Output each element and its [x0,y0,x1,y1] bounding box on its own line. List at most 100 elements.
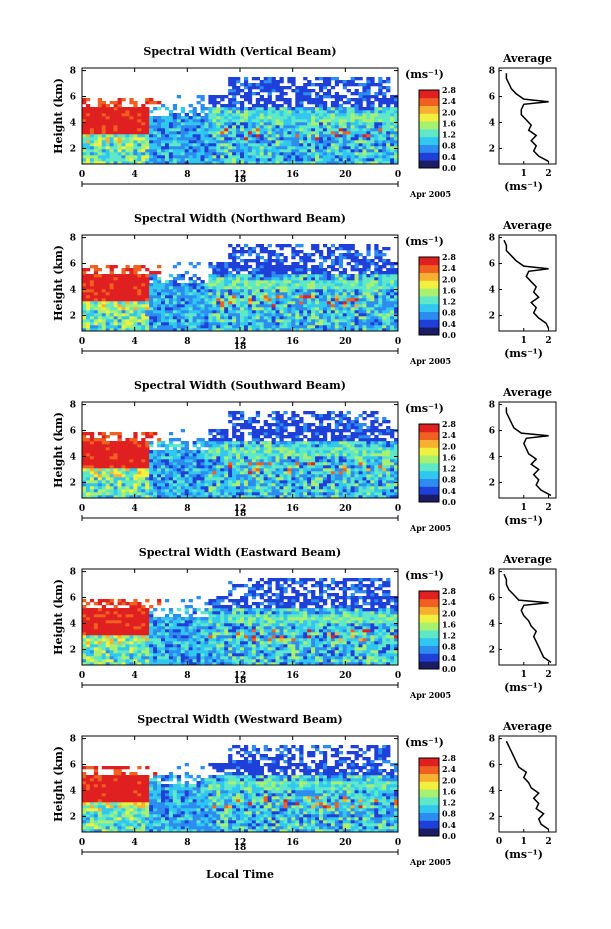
heatmap-cell [180,307,185,311]
heatmap-cell [283,307,288,311]
heatmap-cell [354,325,359,329]
heatmap-cell [350,116,355,120]
heatmap-cell [386,110,391,114]
heatmap-cell [220,277,225,281]
heatmap-cell [117,489,122,493]
heatmap-cell [153,304,158,308]
heatmap-cell [133,301,138,305]
heatmap-cell [307,122,312,126]
heatmap-cell [228,313,233,317]
heatmap-cell [240,298,245,302]
heatmap-cell [180,319,185,323]
heatmap-cell [307,328,312,332]
heatmap-cell [307,80,312,84]
heatmap-cell [121,110,126,114]
heatmap-cell [271,149,276,153]
heatmap-cell [350,307,355,311]
heatmap-cell [275,107,280,111]
heatmap-cell [188,119,193,123]
heatmap-cell [247,152,253,156]
heatmap-cell [220,295,225,299]
heatmap-cell [89,152,95,156]
x-tick-label: 20 [339,337,352,347]
heatmap-cell [97,486,103,490]
heatmap-cell [386,316,391,320]
heatmap-cell [228,477,233,481]
heatmap-cell [243,113,249,117]
heatmap-cell [129,313,134,317]
heatmap-cell [394,310,399,314]
heatmap-cell [295,280,300,284]
heatmap-cell [196,456,201,460]
heatmap-cell [283,471,288,475]
heatmap-cell [212,495,217,499]
heatmap-cell [287,316,292,320]
heatmap-cell [255,489,261,493]
heatmap-cell [271,86,276,90]
heatmap-cell [382,134,387,138]
heatmap-cell [176,116,182,120]
heatmap-cell [212,438,217,442]
heatmap-cell [188,319,193,323]
heatmap-cell [330,119,336,123]
heatmap-cell [307,277,312,281]
heatmap-cell [224,489,229,493]
heatmap-cell [212,483,217,487]
heatmap-cell [200,131,205,135]
heatmap-cell [133,480,138,484]
heatmap-cell [263,465,268,469]
heatmap-cell [283,280,288,284]
heatmap-cell [97,468,103,472]
heatmap-cell [287,158,292,162]
heatmap-cell [382,304,387,308]
heatmap-cell [188,486,193,490]
heatmap-cell [267,274,272,278]
heatmap-cell [224,301,229,305]
heatmap-cell [82,328,87,332]
heatmap-cell [224,140,229,144]
heatmap-cell [149,325,154,329]
heatmap-cell [85,274,91,278]
heatmap-cell [354,119,359,123]
heatmap-cell [267,262,272,266]
heatmap-cell [161,441,166,445]
heatmap-cell [172,116,178,120]
heatmap-cell [97,492,103,496]
heatmap-cell [200,319,205,323]
heatmap-cell [200,98,205,102]
heatmap-cell [307,268,312,272]
heatmap-cell [176,149,182,153]
heatmap-cell [319,83,324,87]
heatmap-cell [228,146,233,150]
heatmap-cell [125,268,130,272]
heatmap-cell [161,158,166,162]
heatmap-cell [283,92,288,96]
heatmap-cell [129,477,134,481]
heatmap-cell [311,325,316,329]
heatmap-cell [275,143,280,147]
heatmap-cell [200,456,205,460]
heatmap-cell [271,250,276,254]
heatmap-cell [374,250,379,254]
heatmap-cell [263,310,268,314]
heatmap-cell [311,292,316,296]
heatmap-cell [141,277,146,281]
heatmap-cell [192,128,197,132]
heatmap-cell [334,295,340,299]
heatmap-cell [358,322,363,326]
heatmap-cell [192,274,197,278]
heatmap-cell [326,292,332,296]
heatmap-cell [176,471,182,475]
heatmap-cell [220,262,225,266]
heatmap-cell [141,468,146,472]
heatmap-cell [97,107,103,111]
heatmap-cell [220,158,225,162]
heatmap-cell [243,259,249,263]
heatmap-cell [161,465,166,469]
heatmap-cell [105,125,110,129]
heatmap-cell [220,328,225,332]
heatmap-cell [243,480,249,484]
heatmap-cell [184,328,189,332]
heatmap-cell [89,453,95,457]
heatmap-cell [366,95,371,99]
